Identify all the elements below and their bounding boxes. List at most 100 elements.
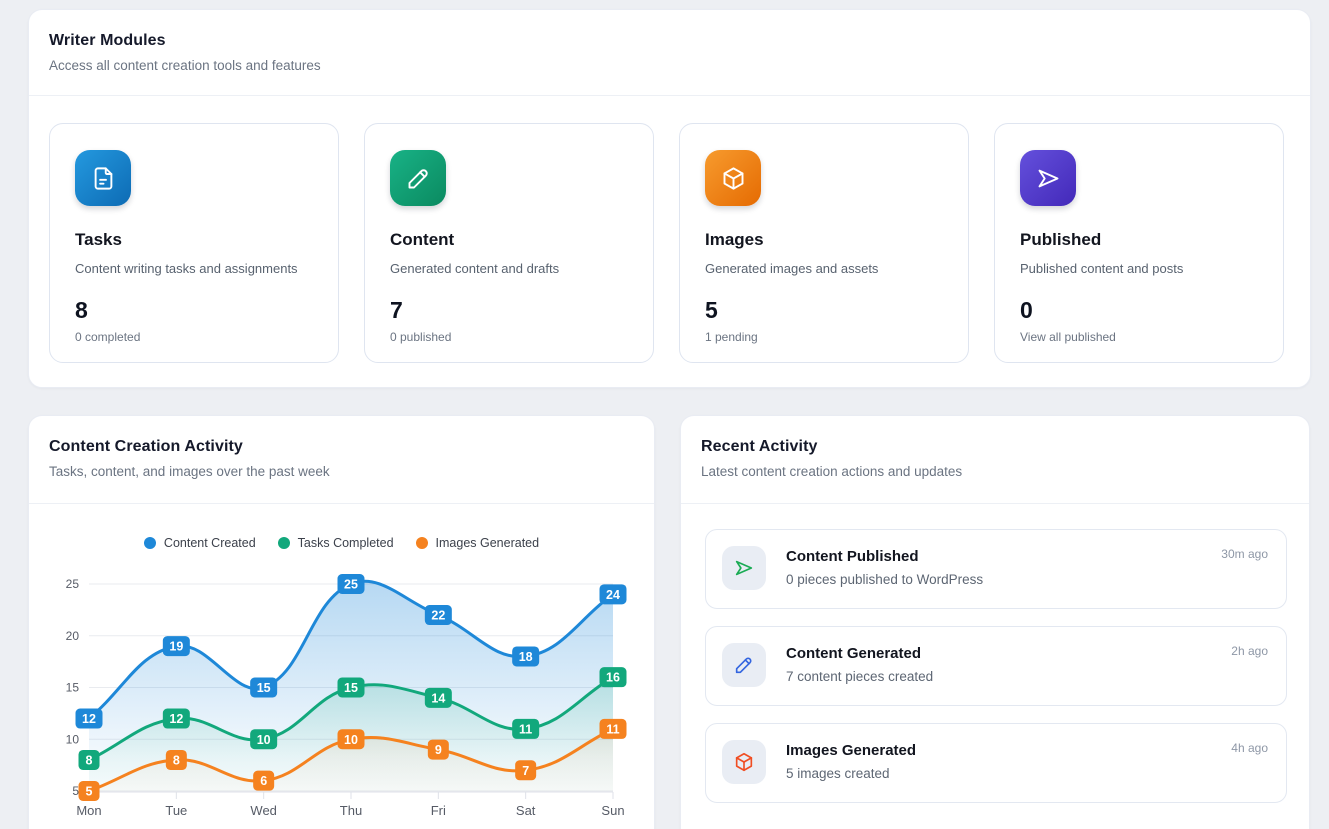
- module-card-count: 8: [75, 297, 88, 323]
- svg-text:7: 7: [522, 764, 529, 778]
- data-label-badge: 24: [599, 584, 627, 605]
- svg-text:8: 8: [86, 753, 93, 767]
- send-icon: [1038, 169, 1058, 187]
- activity-description: 7 content pieces created: [786, 669, 934, 684]
- activity-timestamp: 30m ago: [1221, 547, 1268, 561]
- svg-text:18: 18: [519, 650, 533, 664]
- activity-icon-chip: [722, 740, 766, 784]
- divider: [29, 95, 1310, 96]
- legend-item-tasks-completed[interactable]: Tasks Completed: [277, 536, 394, 550]
- activity-item[interactable]: Images Generated 5 images created 4h ago: [705, 723, 1287, 803]
- chart-legend: Content Created Tasks Completed Images Gen…: [29, 536, 654, 550]
- x-axis-tick-label: Sun: [601, 803, 624, 818]
- module-card-sublabel: 0 completed: [75, 330, 141, 344]
- svg-text:5: 5: [86, 785, 93, 799]
- module-card-sublabel: 0 published: [390, 330, 452, 344]
- cube-icon: [735, 752, 753, 772]
- module-card-description: Generated images and assets: [705, 261, 879, 276]
- module-card-tasks[interactable]: Tasks Content writing tasks and assignmen…: [49, 123, 339, 363]
- legend-label: Images Generated: [435, 536, 540, 550]
- module-card-content[interactable]: Content Generated content and drafts 7 0 pu…: [364, 123, 654, 363]
- data-label-badge: 12: [162, 708, 190, 729]
- data-label-badge: 5: [78, 781, 100, 801]
- divider: [29, 503, 654, 504]
- divider: [681, 503, 1309, 504]
- data-label-badge: 9: [427, 739, 449, 760]
- module-card-sublabel: View all published: [1020, 330, 1116, 344]
- data-label-badge: 12: [75, 708, 103, 729]
- svg-text:11: 11: [606, 722, 619, 736]
- y-axis-tick-label: 20: [66, 629, 80, 643]
- activity-body: Content Published 0 pieces published to W…: [786, 546, 983, 592]
- legend-item-content-created[interactable]: Content Created: [143, 536, 256, 550]
- activity-title: Images Generated: [786, 742, 917, 759]
- module-card-published[interactable]: Published Published content and posts 0 Vie…: [994, 123, 1284, 363]
- module-card-count: 7: [390, 297, 403, 323]
- activity-chart-header: Content Creation Activity Tasks, content…: [29, 416, 654, 479]
- recent-activity-title: Recent Activity: [701, 438, 818, 455]
- activity-description: 5 images created: [786, 766, 890, 781]
- data-label-badge: 8: [78, 749, 100, 770]
- data-label-badge: 15: [250, 677, 278, 698]
- x-axis-tick-label: Mon: [76, 803, 101, 818]
- activity-chart-panel: Content Creation Activity Tasks, content…: [28, 415, 655, 829]
- activity-body: Images Generated 5 images created: [786, 740, 916, 786]
- activity-timestamp: 4h ago: [1231, 741, 1268, 755]
- module-icon-chip: [75, 150, 131, 206]
- module-icon-chip: [705, 150, 761, 206]
- x-axis-tick-label: Fri: [431, 803, 446, 818]
- data-label-badge: 10: [250, 729, 278, 750]
- x-axis-tick-label: Tue: [165, 803, 187, 818]
- activity-description: 0 pieces published to WordPress: [786, 572, 984, 587]
- activity-timestamp: 2h ago: [1231, 644, 1268, 658]
- activity-item[interactable]: Content Generated 7 content pieces create…: [705, 626, 1287, 706]
- cube-icon: [723, 166, 743, 190]
- data-label-badge: 14: [424, 687, 452, 708]
- recent-activity-panel: Recent Activity Latest content creation …: [680, 415, 1310, 829]
- writer-modules-panel: Writer Modules Access all content creati…: [28, 9, 1311, 388]
- activity-icon-chip: [722, 643, 766, 687]
- activity-line-chart: 5 10 15 20 25 Mon Tue Wed Thu Fri Sat Sun 12 19 15 25 22…: [66, 574, 627, 818]
- writer-modules-header: Writer Modules Access all content creati…: [29, 10, 1310, 73]
- module-card-description: Content writing tasks and assignments: [75, 261, 298, 276]
- data-label-badge: 18: [512, 646, 540, 667]
- module-icon-chip: [390, 150, 446, 206]
- activity-item[interactable]: Content Published 0 pieces published to W…: [705, 529, 1287, 609]
- data-label-badge: 19: [162, 636, 190, 657]
- recent-activity-header: Recent Activity Latest content creation …: [681, 416, 1309, 479]
- module-card-description: Published content and posts: [1020, 261, 1184, 276]
- x-axis-tick-label: Thu: [340, 803, 362, 818]
- svg-text:25: 25: [344, 578, 358, 592]
- module-card-title: Published: [1020, 230, 1102, 249]
- svg-text:22: 22: [431, 609, 445, 623]
- y-axis-tick-label: 5: [72, 784, 79, 798]
- data-label-badge: 8: [165, 749, 187, 770]
- svg-text:10: 10: [257, 733, 271, 747]
- module-card-title: Content: [390, 230, 455, 249]
- data-label-badge: 6: [253, 770, 275, 791]
- data-label-badge: 11: [599, 718, 627, 739]
- y-axis-tick-label: 10: [66, 732, 80, 746]
- svg-text:14: 14: [431, 691, 445, 705]
- svg-text:24: 24: [606, 588, 620, 602]
- module-card-title: Tasks: [75, 230, 122, 249]
- writer-modules-subtitle: Access all content creation tools and fe…: [49, 58, 321, 73]
- module-card-images[interactable]: Images Generated images and assets 5 1 pend…: [679, 123, 969, 363]
- module-card-description: Generated content and drafts: [390, 261, 560, 276]
- recent-activity-subtitle: Latest content creation actions and upda…: [701, 464, 963, 479]
- svg-text:9: 9: [435, 743, 442, 757]
- legend-item-images-generated[interactable]: Images Generated: [415, 536, 540, 550]
- svg-text:12: 12: [82, 712, 96, 726]
- svg-text:16: 16: [606, 671, 620, 685]
- legend-label: Tasks Completed: [297, 536, 394, 550]
- svg-text:11: 11: [519, 722, 532, 736]
- activity-body: Content Generated 7 content pieces create…: [786, 643, 933, 689]
- x-axis-tick-label: Wed: [250, 803, 277, 818]
- pencil-icon: [735, 657, 752, 674]
- module-card-count: 0: [1020, 297, 1033, 323]
- activity-list: Content Published 0 pieces published to W…: [705, 529, 1287, 820]
- activity-title: Content Generated: [786, 645, 922, 662]
- data-label-badge: 11: [512, 718, 540, 739]
- svg-text:8: 8: [173, 753, 180, 767]
- activity-icon-chip: [722, 546, 766, 590]
